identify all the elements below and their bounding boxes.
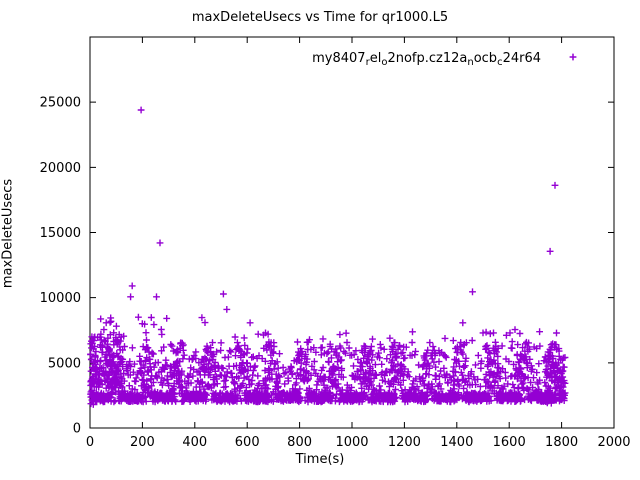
x-tick-label: 1600 bbox=[493, 435, 526, 450]
x-tick-label: 800 bbox=[287, 435, 312, 450]
x-tick-label: 1200 bbox=[388, 435, 421, 450]
x-tick-label: 200 bbox=[130, 435, 155, 450]
y-tick-label: 5000 bbox=[48, 356, 81, 371]
y-tick-label: 0 bbox=[73, 422, 81, 437]
y-tick-label: 10000 bbox=[40, 291, 81, 306]
y-tick-label: 25000 bbox=[40, 96, 81, 111]
legend-label: my8407relo2nofp.cz12anocbc24r64 bbox=[312, 51, 541, 68]
y-tick-label: 15000 bbox=[40, 226, 81, 241]
y-tick-label: 20000 bbox=[40, 161, 81, 176]
x-tick-label: 0 bbox=[86, 435, 94, 450]
legend-marker-icon bbox=[569, 53, 577, 61]
x-axis-label: Time(s) bbox=[295, 452, 345, 467]
x-tick-label: 1400 bbox=[440, 435, 473, 450]
x-tick-label: 600 bbox=[235, 435, 260, 450]
x-tick-label: 1800 bbox=[545, 435, 578, 450]
x-tick-label: 2000 bbox=[597, 435, 630, 450]
x-tick-label: 400 bbox=[182, 435, 207, 450]
x-tick-label: 1000 bbox=[335, 435, 368, 450]
data-points bbox=[87, 106, 569, 408]
chart-title: maxDeleteUsecs vs Time for qr1000.L5 bbox=[191, 10, 449, 25]
